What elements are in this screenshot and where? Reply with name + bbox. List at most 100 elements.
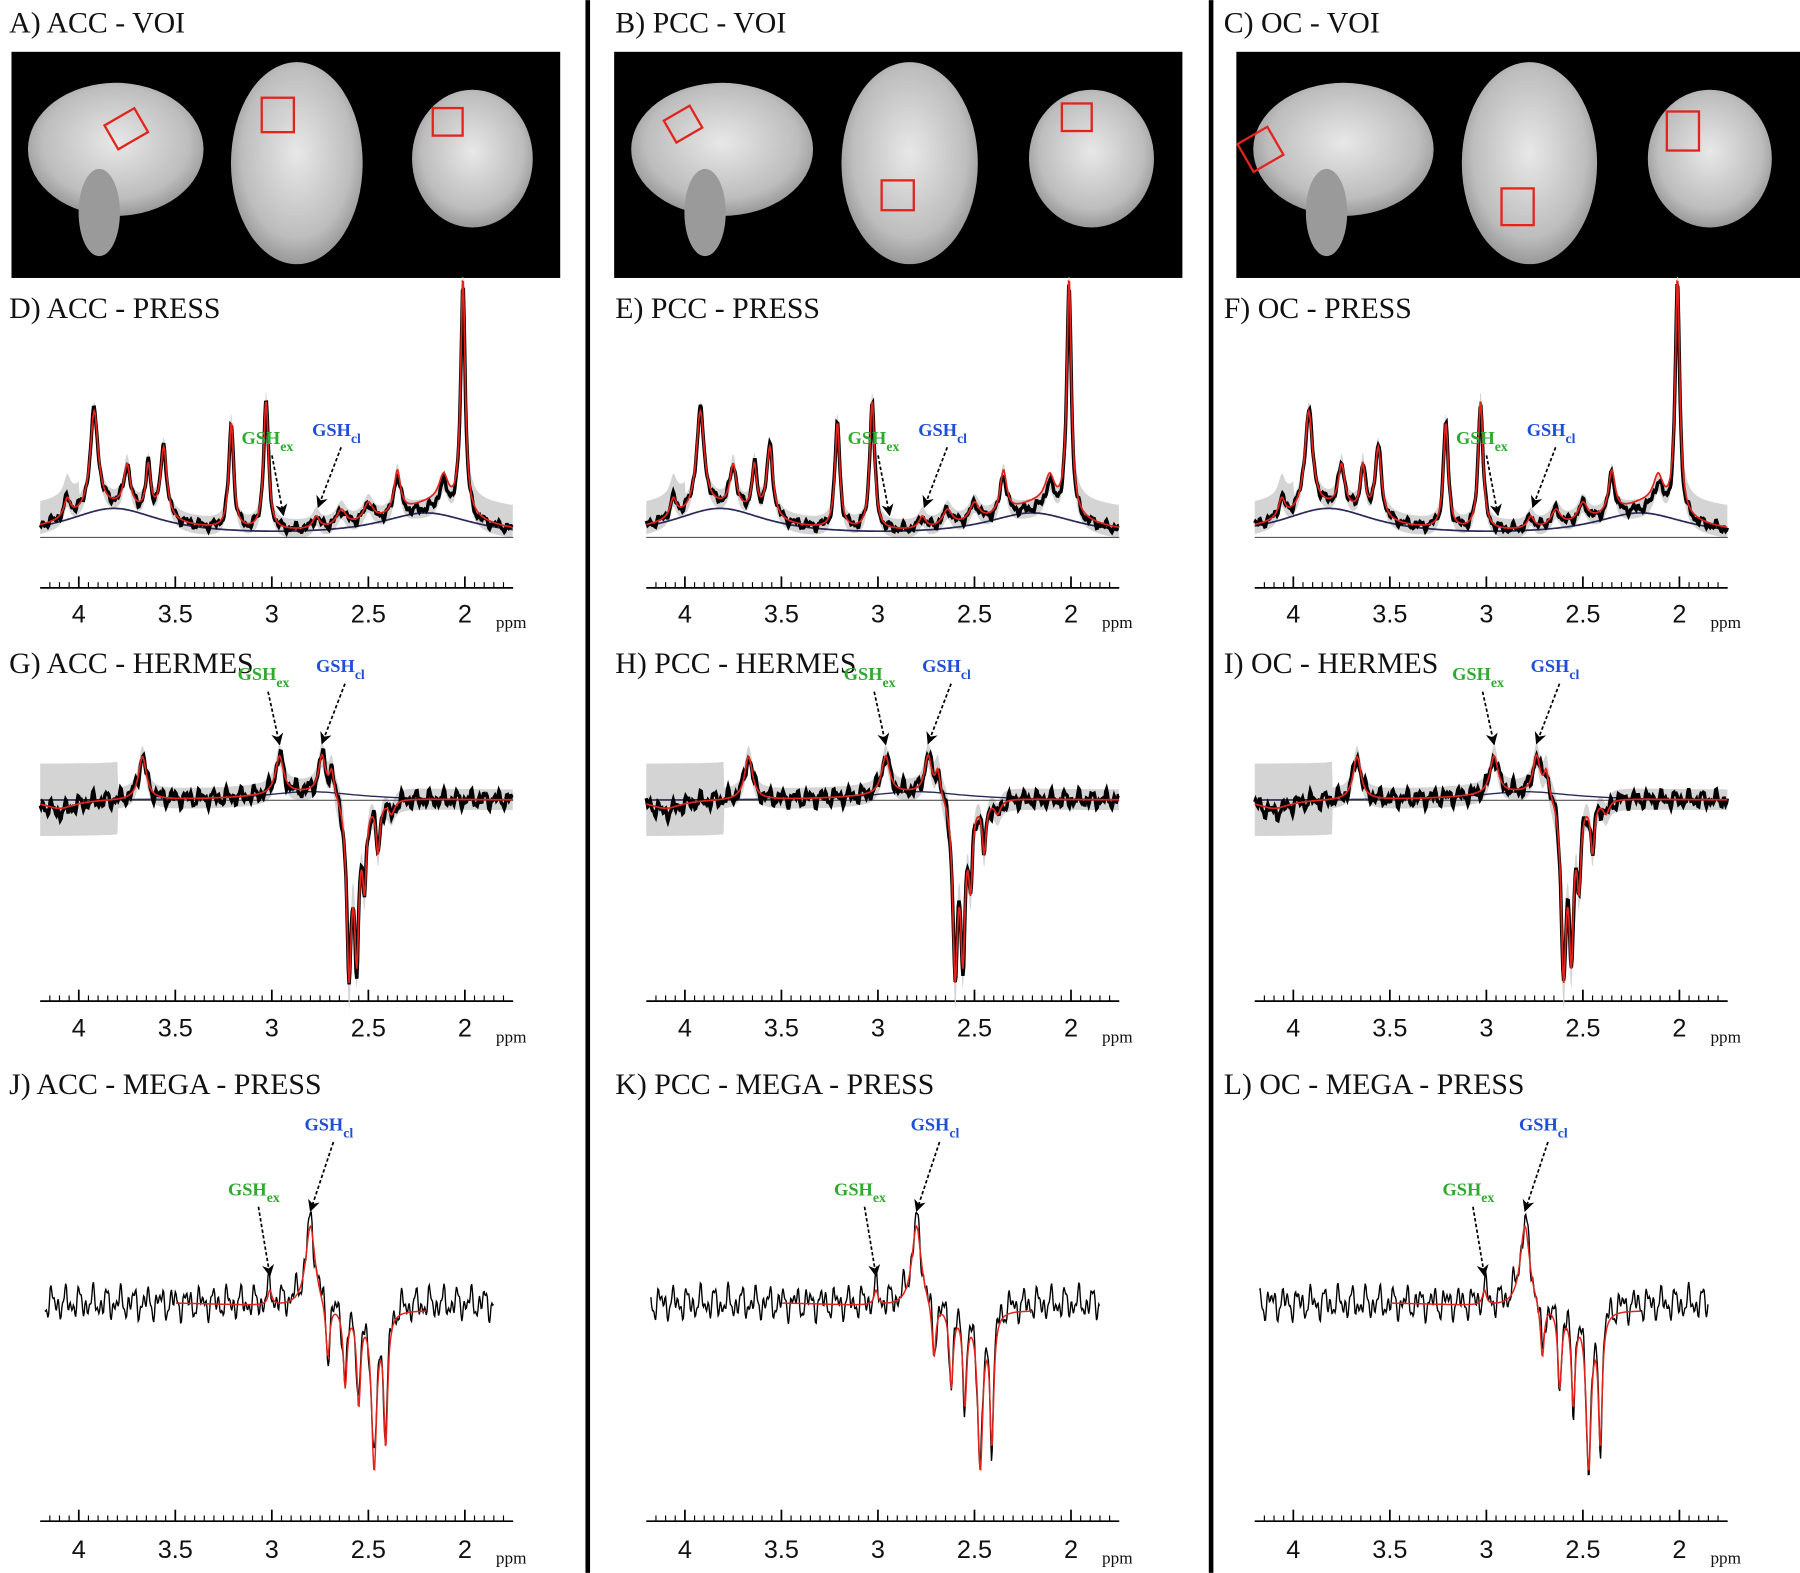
spectrum-fit: [646, 753, 1119, 983]
voi-box: [1235, 125, 1285, 174]
panel-title: F) OC - PRESS: [1224, 292, 1412, 325]
annotation-label: GSHcl: [1527, 420, 1576, 446]
voi-box: [431, 106, 464, 137]
x-tick-label: 2: [1064, 1536, 1078, 1564]
annotation-text: GSH: [241, 428, 280, 448]
spectrum-fit: [1254, 279, 1728, 529]
x-tick-label: 4: [678, 1536, 692, 1564]
x-tick-label: 2: [1672, 1015, 1686, 1043]
baseline-fit: [40, 507, 513, 533]
annotation-label: GSHcl: [918, 420, 967, 446]
spectrum-sd-band: [646, 742, 1119, 1011]
annotation-text: GSH: [1452, 664, 1491, 684]
x-tick-label: 3: [1479, 1015, 1493, 1043]
annotation-label: GSHcl: [316, 656, 365, 682]
x-tick-label: 4: [1286, 1536, 1300, 1564]
x-tick-label: 3.5: [764, 1536, 799, 1564]
x-tick-label: 3.5: [764, 600, 799, 628]
x-tick-label: 3.5: [1372, 1015, 1407, 1043]
x-tick-label: 3.5: [764, 1015, 799, 1043]
annotation-arrow: [926, 683, 952, 745]
x-tick-label: 3: [1479, 1536, 1493, 1564]
panel-title: E) PCC - PRESS: [615, 292, 820, 325]
annotation-text: GSH: [316, 656, 355, 676]
annotation-label: GSHex: [848, 428, 900, 454]
brainstem: [684, 168, 726, 257]
annotation-text: GSH: [304, 1115, 343, 1135]
annotation-arrow: [1472, 1206, 1489, 1277]
panel-title: J) ACC - MEGA - PRESS: [9, 1068, 321, 1101]
x-tick-label: 2: [458, 1536, 472, 1564]
baseline-fit: [1254, 507, 1728, 533]
panel-title: G) ACC - HERMES: [9, 647, 253, 680]
spectrum-fit: [1390, 1224, 1641, 1471]
x-tick-label: 3.5: [158, 600, 193, 628]
annotation-text: GSH: [848, 428, 887, 448]
annotation-arrow: [877, 455, 894, 517]
annotation-label: GSHcl: [1531, 656, 1580, 682]
brain-coronal: [412, 89, 533, 228]
x-tick-label: 3.5: [158, 1536, 193, 1564]
brain-coronal: [1028, 89, 1154, 228]
spectrum-fit: [39, 753, 513, 983]
brain-sagittal: [1253, 82, 1434, 216]
annotation-text: GSH: [922, 656, 961, 676]
spectrum-fit: [782, 1224, 1033, 1471]
x-tick-label: 4: [1286, 1015, 1300, 1043]
voi-box: [880, 179, 915, 212]
annotation-text: GSH: [228, 1179, 267, 1199]
annotation-label: GSHex: [1442, 1179, 1494, 1205]
annotation-arrow: [922, 447, 949, 509]
voi-box: [1500, 187, 1535, 227]
annotation-arrow: [1522, 1141, 1549, 1213]
x-axis-label: ppm: [1710, 1549, 1741, 1568]
panel-title: K) PCC - MEGA - PRESS: [615, 1068, 934, 1101]
annotation-subscript: cl: [1565, 431, 1575, 446]
x-tick-label: 2.5: [957, 1536, 992, 1564]
voi-box: [1665, 110, 1701, 152]
x-tick-label: 4: [72, 1536, 86, 1564]
annotation-label: GSHex: [1452, 664, 1504, 690]
annotation-text: GSH: [1531, 656, 1570, 676]
x-tick-label: 3: [265, 1015, 279, 1043]
annotation-text: GSH: [312, 420, 351, 440]
panel-title: C) OC - VOI: [1224, 6, 1380, 39]
x-tick-label: 2: [1672, 600, 1686, 628]
x-axis-label: ppm: [496, 1549, 527, 1568]
brain-sagittal: [27, 82, 204, 216]
brain-axial: [230, 62, 363, 265]
x-tick-label: 4: [678, 1015, 692, 1043]
spectrum-data: [650, 1211, 1101, 1468]
x-tick-label: 2.5: [957, 600, 992, 628]
annotation-arrow: [271, 455, 288, 517]
annotation-text: GSH: [1456, 428, 1495, 448]
annotation-arrow: [316, 447, 342, 509]
x-tick-label: 3: [871, 1536, 885, 1564]
annotation-subscript: ex: [1481, 1190, 1494, 1205]
annotation-label: GSHcl: [922, 656, 971, 682]
x-tick-label: 2.5: [1565, 1536, 1600, 1564]
spectrum-fit: [176, 1224, 427, 1471]
spectrum-data: [644, 284, 1120, 536]
x-axis-label: ppm: [1102, 1549, 1133, 1568]
x-tick-label: 2.5: [1565, 1015, 1600, 1043]
annotation-text: GSH: [1519, 1115, 1558, 1135]
spectrum-data: [1258, 1212, 1709, 1476]
annotation-arrow: [257, 1206, 275, 1277]
annotation-subscript: cl: [957, 431, 967, 446]
annotation-subscript: cl: [1558, 1125, 1568, 1140]
spectrum-sd-band: [40, 742, 513, 1011]
annotation-subscript: ex: [882, 675, 895, 690]
x-axis-label: ppm: [1102, 1027, 1133, 1046]
annotation-text: GSH: [1527, 420, 1566, 440]
x-tick-label: 2: [458, 600, 472, 628]
brainstem: [78, 168, 120, 257]
annotation-label: GSHcl: [304, 1115, 353, 1141]
baseline-fit: [646, 507, 1119, 533]
panel-title: A) ACC - VOI: [9, 6, 185, 39]
annotation-subscript: ex: [276, 675, 289, 690]
panel-title: I) OC - HERMES: [1224, 647, 1439, 680]
annotation-text: GSH: [911, 1115, 950, 1135]
